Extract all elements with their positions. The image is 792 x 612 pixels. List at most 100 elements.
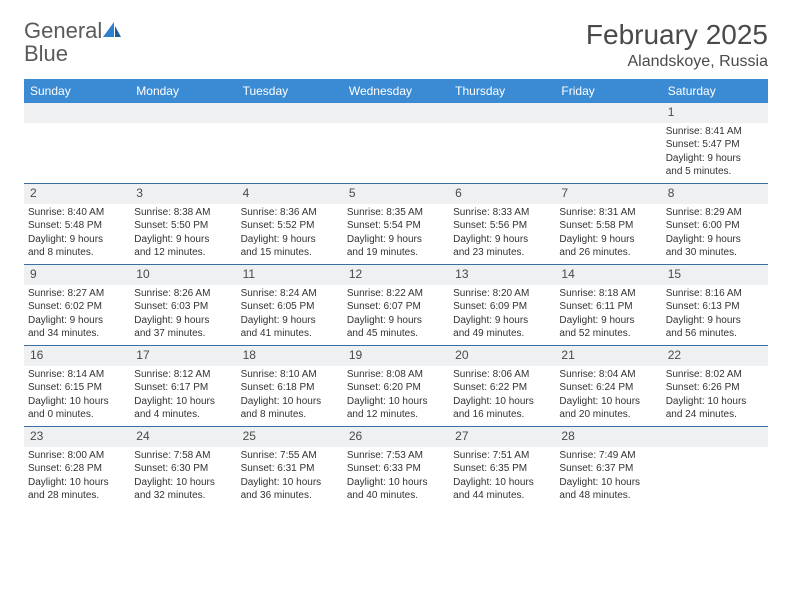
week: 16171819202122Sunrise: 8:14 AMSunset: 6:…	[24, 345, 768, 426]
weekday-wednesday: Wednesday	[343, 79, 449, 103]
day-cell: Sunrise: 8:18 AMSunset: 6:11 PMDaylight:…	[555, 285, 661, 345]
sunset-text: Sunset: 6:28 PM	[28, 462, 126, 476]
day-cell: Sunrise: 8:29 AMSunset: 6:00 PMDaylight:…	[662, 204, 768, 264]
sunset-text: Sunset: 6:05 PM	[241, 300, 339, 314]
sunrise-text: Sunrise: 7:51 AM	[453, 449, 551, 463]
sunset-text: Sunset: 6:17 PM	[134, 381, 232, 395]
day-number-row: 16171819202122	[24, 346, 768, 366]
day-cell: Sunrise: 8:22 AMSunset: 6:07 PMDaylight:…	[343, 285, 449, 345]
day-cell: Sunrise: 8:24 AMSunset: 6:05 PMDaylight:…	[237, 285, 343, 345]
location-label: Alandskoye, Russia	[586, 53, 768, 71]
day-number: 26	[343, 427, 449, 447]
day-number: 22	[662, 346, 768, 366]
daylight-text-2: and 34 minutes.	[28, 327, 126, 341]
day-number: 8	[662, 184, 768, 204]
day-number	[555, 103, 661, 123]
daylight-text-2: and 8 minutes.	[241, 408, 339, 422]
day-number: 7	[555, 184, 661, 204]
day-cell: Sunrise: 8:35 AMSunset: 5:54 PMDaylight:…	[343, 204, 449, 264]
sunrise-text: Sunrise: 8:06 AM	[453, 368, 551, 382]
daylight-text-2: and 0 minutes.	[28, 408, 126, 422]
sunset-text: Sunset: 6:00 PM	[666, 219, 764, 233]
weekday-saturday: Saturday	[662, 79, 768, 103]
daylight-text-2: and 19 minutes.	[347, 246, 445, 260]
sunset-text: Sunset: 5:50 PM	[134, 219, 232, 233]
day-cell	[555, 123, 661, 183]
daylight-text-2: and 48 minutes.	[559, 489, 657, 503]
weekday-friday: Friday	[555, 79, 661, 103]
sunset-text: Sunset: 6:13 PM	[666, 300, 764, 314]
daylight-text-2: and 16 minutes.	[453, 408, 551, 422]
daylight-text-1: Daylight: 9 hours	[241, 314, 339, 328]
day-number: 15	[662, 265, 768, 285]
daylight-text-1: Daylight: 9 hours	[559, 314, 657, 328]
sunset-text: Sunset: 6:11 PM	[559, 300, 657, 314]
sail-icon	[103, 22, 121, 43]
sunrise-text: Sunrise: 8:36 AM	[241, 206, 339, 220]
daylight-text-2: and 15 minutes.	[241, 246, 339, 260]
sunset-text: Sunset: 6:31 PM	[241, 462, 339, 476]
day-cell: Sunrise: 8:10 AMSunset: 6:18 PMDaylight:…	[237, 366, 343, 426]
day-number-row: 1	[24, 103, 768, 123]
daylight-text-1: Daylight: 10 hours	[453, 395, 551, 409]
header: General Blue February 2025 Alandskoye, R…	[24, 20, 768, 71]
day-number: 25	[237, 427, 343, 447]
daylight-text-1: Daylight: 10 hours	[453, 476, 551, 490]
sunset-text: Sunset: 6:18 PM	[241, 381, 339, 395]
day-number-row: 2345678	[24, 184, 768, 204]
daylight-text-2: and 8 minutes.	[28, 246, 126, 260]
daylight-text-2: and 4 minutes.	[134, 408, 232, 422]
sunrise-text: Sunrise: 8:40 AM	[28, 206, 126, 220]
sunrise-text: Sunrise: 8:29 AM	[666, 206, 764, 220]
weekday-tuesday: Tuesday	[237, 79, 343, 103]
day-cell: Sunrise: 8:27 AMSunset: 6:02 PMDaylight:…	[24, 285, 130, 345]
logo-word1: General	[24, 18, 102, 43]
sunset-text: Sunset: 6:33 PM	[347, 462, 445, 476]
sunset-text: Sunset: 5:52 PM	[241, 219, 339, 233]
daylight-text-1: Daylight: 10 hours	[347, 395, 445, 409]
daylight-text-1: Daylight: 10 hours	[559, 395, 657, 409]
daylight-text-1: Daylight: 10 hours	[241, 476, 339, 490]
day-cell	[662, 447, 768, 507]
day-cell: Sunrise: 8:02 AMSunset: 6:26 PMDaylight:…	[662, 366, 768, 426]
day-cell: Sunrise: 8:12 AMSunset: 6:17 PMDaylight:…	[130, 366, 236, 426]
daylight-text-2: and 52 minutes.	[559, 327, 657, 341]
day-number: 28	[555, 427, 661, 447]
day-number-row: 9101112131415	[24, 265, 768, 285]
day-number: 14	[555, 265, 661, 285]
week: 2345678Sunrise: 8:40 AMSunset: 5:48 PMDa…	[24, 183, 768, 264]
day-cell: Sunrise: 8:38 AMSunset: 5:50 PMDaylight:…	[130, 204, 236, 264]
daylight-text-1: Daylight: 9 hours	[347, 233, 445, 247]
week-details: Sunrise: 8:41 AMSunset: 5:47 PMDaylight:…	[24, 123, 768, 183]
day-number-row: 232425262728	[24, 427, 768, 447]
day-number: 18	[237, 346, 343, 366]
day-cell: Sunrise: 7:51 AMSunset: 6:35 PMDaylight:…	[449, 447, 555, 507]
day-cell: Sunrise: 8:16 AMSunset: 6:13 PMDaylight:…	[662, 285, 768, 345]
week-details: Sunrise: 8:27 AMSunset: 6:02 PMDaylight:…	[24, 285, 768, 345]
daylight-text-1: Daylight: 9 hours	[134, 233, 232, 247]
daylight-text-1: Daylight: 10 hours	[347, 476, 445, 490]
day-number: 17	[130, 346, 236, 366]
daylight-text-2: and 12 minutes.	[134, 246, 232, 260]
week-details: Sunrise: 8:14 AMSunset: 6:15 PMDaylight:…	[24, 366, 768, 426]
sunrise-text: Sunrise: 7:49 AM	[559, 449, 657, 463]
day-cell: Sunrise: 8:06 AMSunset: 6:22 PMDaylight:…	[449, 366, 555, 426]
sunset-text: Sunset: 6:03 PM	[134, 300, 232, 314]
day-number: 19	[343, 346, 449, 366]
sunset-text: Sunset: 6:07 PM	[347, 300, 445, 314]
day-number: 5	[343, 184, 449, 204]
sunrise-text: Sunrise: 8:27 AM	[28, 287, 126, 301]
sunrise-text: Sunrise: 8:00 AM	[28, 449, 126, 463]
logo-word2: Blue	[24, 41, 68, 66]
day-number	[24, 103, 130, 123]
weekday-header-row: Sunday Monday Tuesday Wednesday Thursday…	[24, 79, 768, 103]
page-title: February 2025	[586, 20, 768, 51]
sunrise-text: Sunrise: 7:58 AM	[134, 449, 232, 463]
day-cell	[130, 123, 236, 183]
daylight-text-1: Daylight: 10 hours	[666, 395, 764, 409]
sunset-text: Sunset: 6:24 PM	[559, 381, 657, 395]
daylight-text-1: Daylight: 10 hours	[28, 395, 126, 409]
day-number: 11	[237, 265, 343, 285]
day-number	[662, 427, 768, 447]
week: 9101112131415Sunrise: 8:27 AMSunset: 6:0…	[24, 264, 768, 345]
